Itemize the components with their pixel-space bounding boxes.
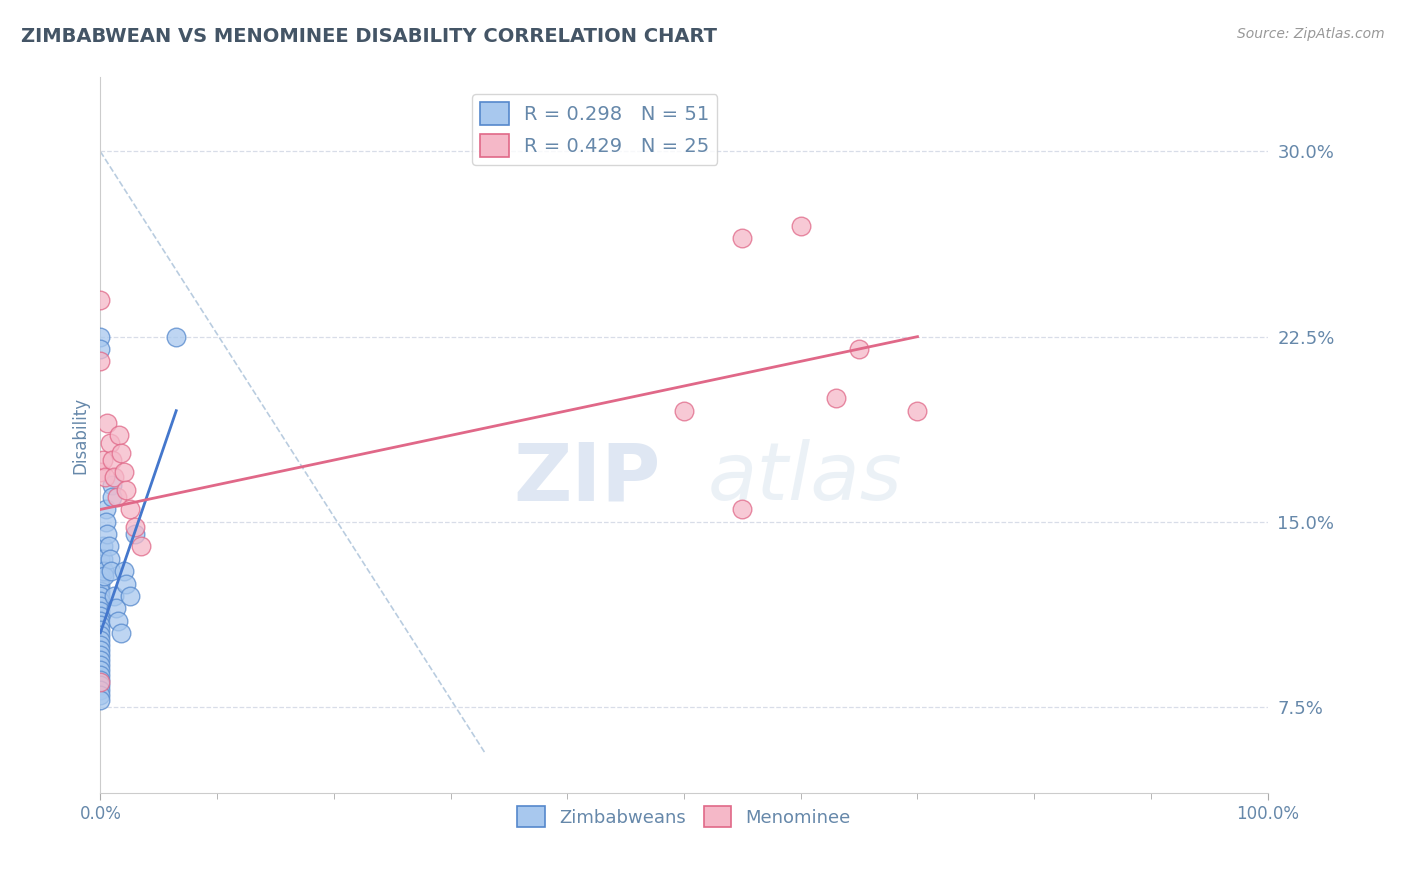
Point: [907, 403, 929, 417]
Point: [96, 527, 118, 541]
Point: [89, 675, 111, 690]
Point: [89, 668, 111, 682]
Point: [89, 663, 111, 677]
Point: [89, 682, 111, 697]
Point: [89, 574, 111, 588]
Point: [100, 564, 122, 578]
Point: [89, 329, 111, 343]
Point: [112, 564, 135, 578]
Point: [101, 477, 124, 491]
Point: [104, 601, 127, 615]
Point: [672, 403, 695, 417]
Point: [824, 392, 846, 406]
Point: [89, 692, 111, 706]
Point: [124, 527, 146, 541]
Point: [101, 490, 124, 504]
Text: atlas: atlas: [707, 440, 903, 517]
Point: [89, 678, 111, 692]
Point: [89, 579, 111, 593]
Point: [89, 354, 111, 368]
Point: [89, 604, 111, 618]
Point: [98, 551, 121, 566]
Point: [89, 599, 111, 613]
Y-axis label: Disability: Disability: [72, 397, 89, 474]
Point: [89, 643, 111, 657]
Point: [89, 564, 111, 578]
Point: [89, 628, 111, 642]
Point: [107, 614, 129, 628]
Point: [98, 435, 121, 450]
Point: [731, 502, 754, 516]
Point: [89, 618, 111, 632]
Point: [89, 608, 111, 623]
Point: [91, 540, 114, 554]
Point: [89, 653, 111, 667]
Point: [96, 416, 118, 430]
Point: [93, 564, 115, 578]
Point: [129, 540, 152, 554]
Point: [93, 569, 115, 583]
Legend: Zimbabweans, Menominee: Zimbabweans, Menominee: [510, 799, 858, 834]
Point: [89, 648, 111, 662]
Point: [89, 594, 111, 608]
Text: ZIMBABWEAN VS MENOMINEE DISABILITY CORRELATION CHART: ZIMBABWEAN VS MENOMINEE DISABILITY CORRE…: [21, 27, 717, 45]
Point: [110, 445, 132, 459]
Point: [105, 490, 128, 504]
Point: [731, 231, 754, 245]
Point: [101, 453, 124, 467]
Point: [89, 466, 111, 480]
Point: [108, 428, 131, 442]
Point: [89, 624, 111, 638]
Point: [89, 673, 111, 687]
Point: [115, 483, 138, 497]
Point: [112, 466, 135, 480]
Point: [89, 589, 111, 603]
Point: [89, 569, 111, 583]
Point: [89, 293, 111, 307]
Point: [165, 329, 187, 343]
Point: [790, 219, 813, 233]
Text: ZIP: ZIP: [513, 440, 661, 517]
Point: [89, 551, 111, 566]
Point: [91, 453, 114, 467]
Point: [89, 342, 111, 356]
Point: [97, 540, 120, 554]
Point: [118, 589, 141, 603]
Point: [89, 614, 111, 628]
Point: [103, 589, 125, 603]
Point: [89, 688, 111, 702]
Point: [89, 657, 111, 672]
Point: [124, 520, 146, 534]
Point: [118, 502, 141, 516]
Point: [96, 502, 118, 516]
Point: [91, 551, 114, 566]
Text: Source: ZipAtlas.com: Source: ZipAtlas.com: [1237, 27, 1385, 41]
Point: [89, 638, 111, 652]
Point: [89, 633, 111, 648]
Point: [115, 576, 138, 591]
Point: [110, 626, 132, 640]
Point: [848, 342, 870, 356]
Point: [89, 583, 111, 598]
Point: [96, 515, 118, 529]
Point: [94, 470, 117, 484]
Point: [103, 470, 125, 484]
